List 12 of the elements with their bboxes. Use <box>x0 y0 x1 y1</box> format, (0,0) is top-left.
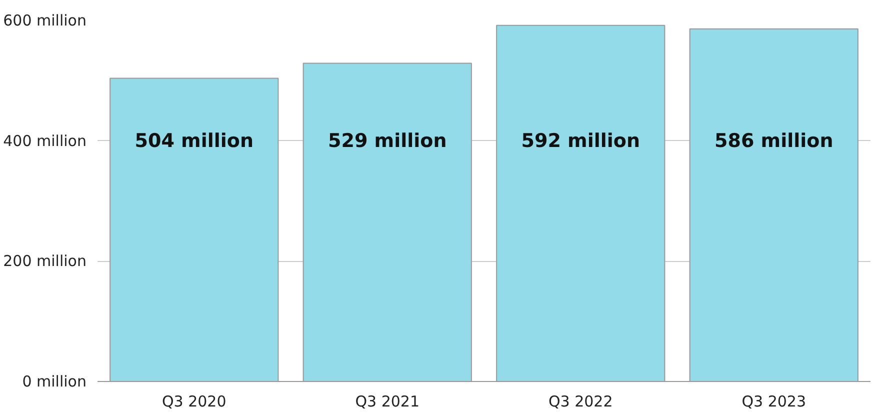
x-tick-label: Q3 2021 <box>355 392 420 410</box>
x-tick-label: Q3 2023 <box>742 392 806 410</box>
data-label: 529 million <box>328 130 447 152</box>
y-tick-label: 600 million <box>3 12 87 30</box>
x-tick-label: Q3 2022 <box>548 392 613 410</box>
y-tick-label: 200 million <box>3 252 87 270</box>
data-label: 592 million <box>521 130 640 152</box>
data-label: 504 million <box>134 130 254 152</box>
y-tick-label: 0 million <box>22 372 87 390</box>
data-label: 586 million <box>714 130 834 152</box>
x-tick-label: Q3 2020 <box>162 392 226 410</box>
y-tick-label: 400 million <box>3 132 87 150</box>
